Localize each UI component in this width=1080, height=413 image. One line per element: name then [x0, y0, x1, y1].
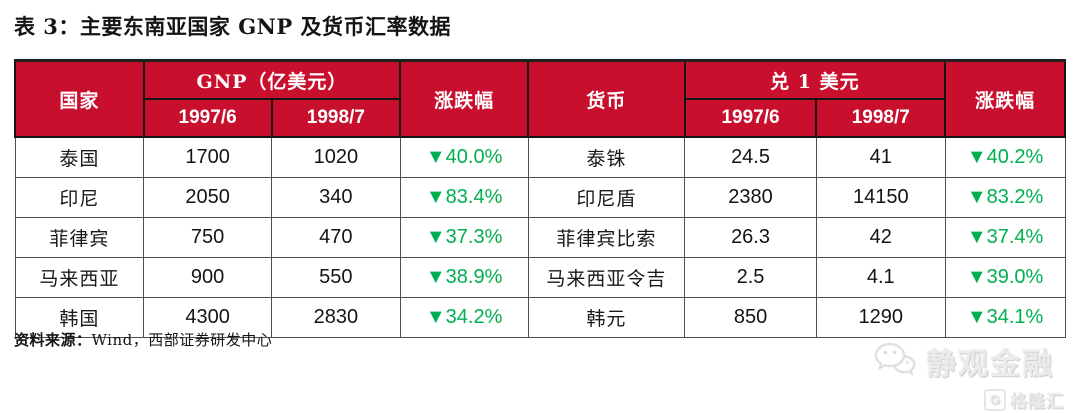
header-gnp-period2: 1998/7: [270, 98, 402, 138]
cell-fx-1997: 26.3: [684, 217, 817, 258]
cell-gnp-1998: 2830: [271, 297, 401, 338]
cell-fx-1998: 41: [815, 136, 946, 178]
cell-gnp-1998: 340: [271, 177, 401, 218]
cell-country: 泰国: [14, 136, 145, 178]
watermark-sub-text: 格隆汇: [1010, 392, 1064, 412]
cell-gnp-1997: 1700: [143, 136, 272, 178]
wechat-icon: [874, 341, 916, 382]
cell-currency: 印尼盾: [527, 177, 686, 218]
table-row: 韩国 4300 2830 ▼34.2% 韩元 850 1290 ▼34.1%: [14, 297, 1066, 338]
header-currency: 货币: [527, 59, 686, 138]
cell-fx-change: ▼37.4%: [944, 217, 1066, 258]
header-fx-period2: 1998/7: [815, 98, 947, 138]
cell-fx-1998: 1290: [815, 297, 946, 338]
cell-gnp-change: ▼40.0%: [399, 136, 529, 178]
source-text: Wind，西部证券研发中心: [91, 331, 273, 349]
gelonghui-icon: G: [984, 388, 1006, 411]
table-row: 印尼 2050 340 ▼83.4% 印尼盾 2380 14150 ▼83.2%: [14, 177, 1066, 218]
cell-fx-1998: 14150: [815, 177, 946, 218]
source-label: 资料来源：: [14, 331, 92, 349]
header-gnp-group: GNP（亿美元）: [142, 59, 402, 100]
header-change-right: 涨跌幅: [944, 59, 1066, 138]
cell-fx-change: ▼39.0%: [944, 257, 1066, 298]
table-body: 泰国 1700 1020 ▼40.0% 泰铢 24.5 41 ▼40.2% 印尼 2050 340 ▼…: [14, 136, 1066, 338]
table-row: 泰国 1700 1020 ▼40.0% 泰铢 24.5 41 ▼40.2%: [14, 136, 1066, 178]
source-line: 资料来源：Wind，西部证券研发中心: [14, 329, 272, 350]
watermark: 静观金融 G 格隆汇: [806, 339, 1066, 412]
cell-currency: 韩元: [527, 297, 686, 338]
cell-fx-1997: 2.5: [684, 257, 817, 298]
cell-country: 韩国: [14, 297, 145, 338]
header-gnp-period1: 1997/6: [142, 98, 273, 138]
cell-gnp-1997: 4300: [143, 297, 272, 338]
cell-fx-1997: 24.5: [684, 136, 817, 178]
cell-gnp-1998: 550: [271, 257, 401, 298]
header-fx-period1: 1997/6: [683, 98, 818, 138]
page-title: 表 3：主要东南亚国家 GNP 及货币汇率数据: [14, 14, 451, 39]
header-country: 国家: [14, 59, 145, 138]
cell-fx-1998: 4.1: [815, 257, 946, 298]
cell-country: 印尼: [14, 177, 145, 218]
cell-gnp-change: ▼34.2%: [399, 297, 529, 338]
table-row: 菲律宾 750 470 ▼37.3% 菲律宾比索 26.3 42 ▼37.4%: [14, 217, 1066, 258]
cell-gnp-1998: 470: [271, 217, 401, 258]
cell-fx-1997: 850: [684, 297, 817, 338]
cell-gnp-1998: 1020: [271, 136, 401, 178]
table-row: 马来西亚 900 550 ▼38.9% 马来西亚令吉 2.5 4.1 ▼39.0%: [14, 257, 1066, 298]
cell-fx-1997: 2380: [684, 177, 817, 218]
cell-fx-change: ▼83.2%: [944, 177, 1066, 218]
cell-country: 马来西亚: [14, 257, 145, 298]
cell-currency: 泰铢: [527, 136, 686, 178]
cell-fx-1998: 42: [815, 217, 946, 258]
cell-gnp-change: ▼83.4%: [399, 177, 529, 218]
cell-gnp-1997: 750: [143, 217, 272, 258]
gnp-fx-table: 国家 GNP（亿美元） 涨跌幅 货币 兑 1 美元 涨跌幅 1997/6 199…: [14, 59, 1066, 338]
cell-country: 菲律宾: [14, 217, 145, 258]
cell-currency: 马来西亚令吉: [527, 257, 686, 298]
cell-gnp-change: ▼37.3%: [399, 217, 529, 258]
header-fx-group: 兑 1 美元: [683, 59, 947, 100]
cell-gnp-1997: 900: [143, 257, 272, 298]
watermark-brand-text: 静观金融: [926, 347, 1054, 382]
header-change-left: 涨跌幅: [399, 59, 529, 138]
cell-currency: 菲律宾比索: [527, 217, 686, 258]
cell-fx-change: ▼40.2%: [944, 136, 1066, 178]
cell-fx-change: ▼34.1%: [944, 297, 1066, 338]
cell-gnp-change: ▼38.9%: [399, 257, 529, 298]
cell-gnp-1997: 2050: [143, 177, 272, 218]
